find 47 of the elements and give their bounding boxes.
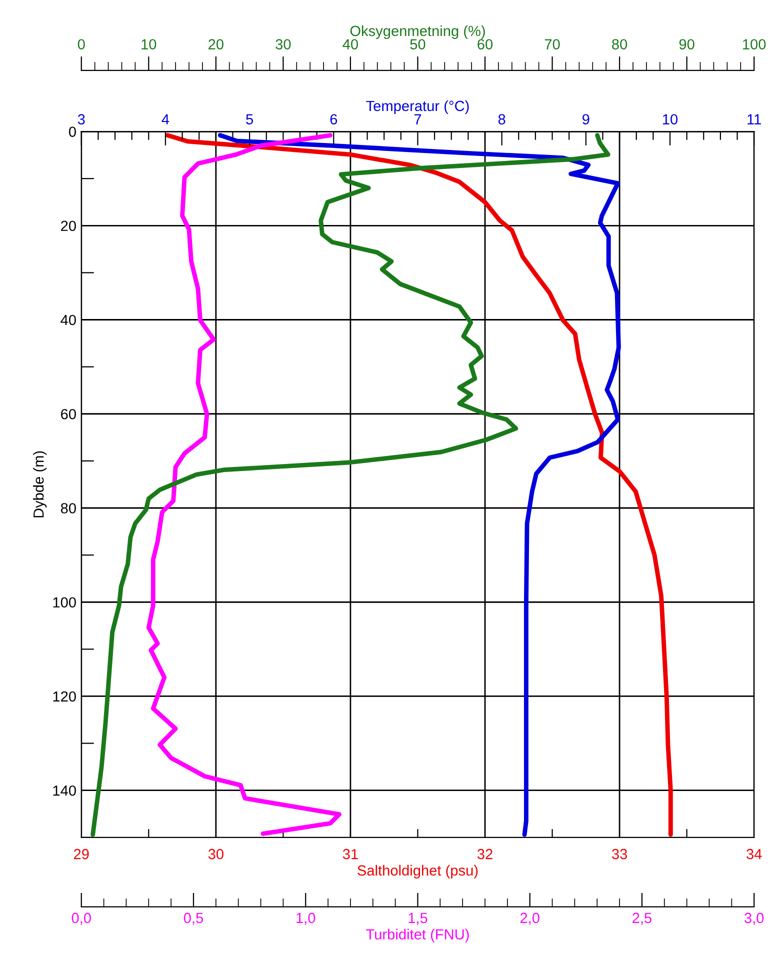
y-axis-title: Dybde (m) <box>33 451 47 518</box>
x-tick-label: 34 <box>746 848 762 860</box>
x-tick-label: 1,0 <box>296 912 316 925</box>
x2-tick-label: 40 <box>342 39 358 50</box>
x-tick-label: 33 <box>612 848 628 860</box>
x-axis-title: Turbiditet (FNU) <box>366 928 469 942</box>
x2-tick-label: 10 <box>662 114 678 124</box>
x2-tick-label: 30 <box>276 39 291 50</box>
x-tick-label: 29 <box>74 848 89 860</box>
line-series <box>165 133 673 837</box>
x-tick-label: 3,0 <box>744 912 764 925</box>
x2-tick-label: 90 <box>679 39 694 50</box>
x-tick-label: 30 <box>208 848 224 860</box>
y-tick-label: 0 <box>68 126 76 137</box>
x-tick-label: 2,0 <box>520 912 540 925</box>
x2-axis-title: Oksygenmetning (%) <box>350 25 485 39</box>
x2-tick-label: 10 <box>142 39 156 50</box>
x-tick-label: 0,5 <box>184 912 204 925</box>
x2-tick-label: 7 <box>414 114 422 124</box>
x-tick-label: 31 <box>342 848 358 860</box>
x2-tick-label: 80 <box>612 39 628 50</box>
x2-tick-label: 100 <box>743 39 766 50</box>
x-tick-label: 1,5 <box>408 912 428 925</box>
y-tick-label: 100 <box>53 597 76 608</box>
x-tick-label: 0,0 <box>72 912 91 925</box>
x2-tick-label: 20 <box>208 39 224 50</box>
x2-tick-label: 70 <box>544 39 560 50</box>
y-tick-label: 80 <box>60 503 76 514</box>
x2-tick-label: 9 <box>582 114 590 124</box>
x-axis-title: Saltholdighet (psu) <box>358 864 478 878</box>
y-tick-label: 120 <box>53 691 76 702</box>
x2-tick-label: 6 <box>330 114 338 124</box>
x-tick-label: 32 <box>477 848 492 860</box>
x2-tick-label: 0 <box>78 39 85 50</box>
x2-tick-label: 60 <box>478 39 493 50</box>
x-tick-label: 2,5 <box>632 912 652 925</box>
x2-tick-label: 8 <box>498 114 506 124</box>
y-tick-label: 20 <box>61 220 76 232</box>
x2-tick-label: 4 <box>162 114 170 124</box>
y-tick-label: 140 <box>53 785 76 796</box>
x2-tick-label: 3 <box>78 114 85 124</box>
x2-tick-label: 11 <box>748 114 761 124</box>
y-tick-label: 60 <box>61 408 76 420</box>
x2-tick-label: 50 <box>410 39 426 50</box>
x2-tick-label: 5 <box>246 114 253 124</box>
x2-axis-title: Temperatur (°C) <box>366 100 469 114</box>
y-tick-label: 40 <box>60 314 76 326</box>
